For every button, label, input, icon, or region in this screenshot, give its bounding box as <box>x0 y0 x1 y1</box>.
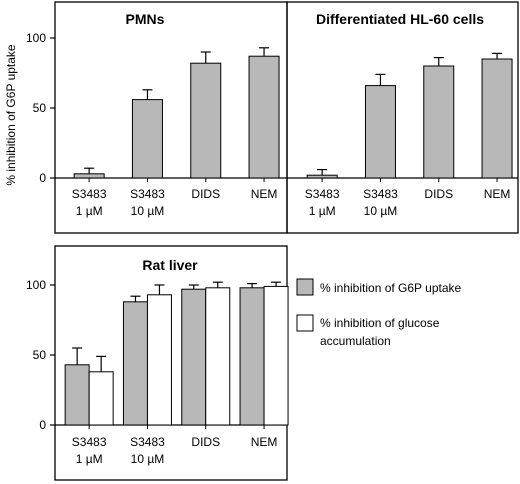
bar <box>248 55 280 179</box>
y-tick-label: 50 <box>33 101 47 115</box>
bar <box>88 371 114 426</box>
x-tick-label: S3483 <box>130 435 165 449</box>
x-tick-label: 1 µM <box>76 452 103 466</box>
legend: % inhibition of G6P uptake % inhibition o… <box>296 278 462 348</box>
y-tick-label: 0 <box>39 171 46 185</box>
legend-item-2: % inhibition of glucose accumulation <box>296 314 440 348</box>
y-tick-label: 0 <box>39 418 46 432</box>
chart-panel-1: PMNs 0 50 100 S3483 1 µM S3483 10 µM DIDS NEM <box>26 1 288 234</box>
legend-swatch <box>296 314 314 332</box>
bar <box>64 364 90 426</box>
bar <box>146 294 172 426</box>
legend-label: % inhibition of G6P uptake <box>320 281 462 295</box>
legend-item-1: % inhibition of G6P uptake <box>296 278 462 296</box>
legend-label: % inhibition of glucose <box>320 316 440 330</box>
x-tick-label: NEM <box>251 435 278 449</box>
chart-panel-2: Differentiated HL-60 cells S3483 1 µM S3483… <box>286 1 519 234</box>
legend-label: accumulation <box>320 334 391 348</box>
x-tick-label: S3483 <box>72 435 107 449</box>
bar <box>181 288 207 426</box>
legend-swatch <box>296 278 314 296</box>
chart-title: Rat liver <box>142 257 198 273</box>
chart-panel-3: Rat liver 0 50 100 S3483 1 µM S3483 10 µM DIDS NE… <box>26 245 289 481</box>
bar <box>364 85 396 179</box>
y-tick-label: 100 <box>26 278 46 292</box>
x-tick-label: 1 µM <box>309 204 336 218</box>
y-axis-label: % inhibition of G6P uptake <box>4 44 18 186</box>
y-tick-label: 100 <box>26 31 46 45</box>
x-tick-label: 10 µM <box>131 204 165 218</box>
bar <box>263 285 289 426</box>
y-tick-label: 50 <box>33 348 47 362</box>
bar <box>481 58 513 179</box>
x-tick-label: 10 µM <box>131 452 165 466</box>
x-tick-label: DIDS <box>191 187 220 201</box>
chart-title: PMNs <box>126 11 165 27</box>
x-tick-label: S3483 <box>130 187 165 201</box>
chart-title: Differentiated HL-60 cells <box>316 11 484 27</box>
bar <box>73 173 105 179</box>
bar <box>131 99 163 179</box>
x-tick-label: S3483 <box>305 187 340 201</box>
bar <box>190 62 222 179</box>
x-tick-label: DIDS <box>424 187 453 201</box>
bar <box>122 301 148 426</box>
bar <box>205 287 231 426</box>
bar <box>423 65 455 179</box>
bar <box>239 287 265 426</box>
bar <box>306 174 338 179</box>
panel-frame <box>286 1 519 234</box>
x-tick-label: 1 µM <box>76 204 103 218</box>
x-tick-label: S3483 <box>363 187 398 201</box>
x-tick-label: DIDS <box>191 435 220 449</box>
x-tick-label: 10 µM <box>364 204 398 218</box>
x-tick-label: NEM <box>251 187 278 201</box>
x-tick-label: S3483 <box>72 187 107 201</box>
x-tick-label: NEM <box>484 187 511 201</box>
